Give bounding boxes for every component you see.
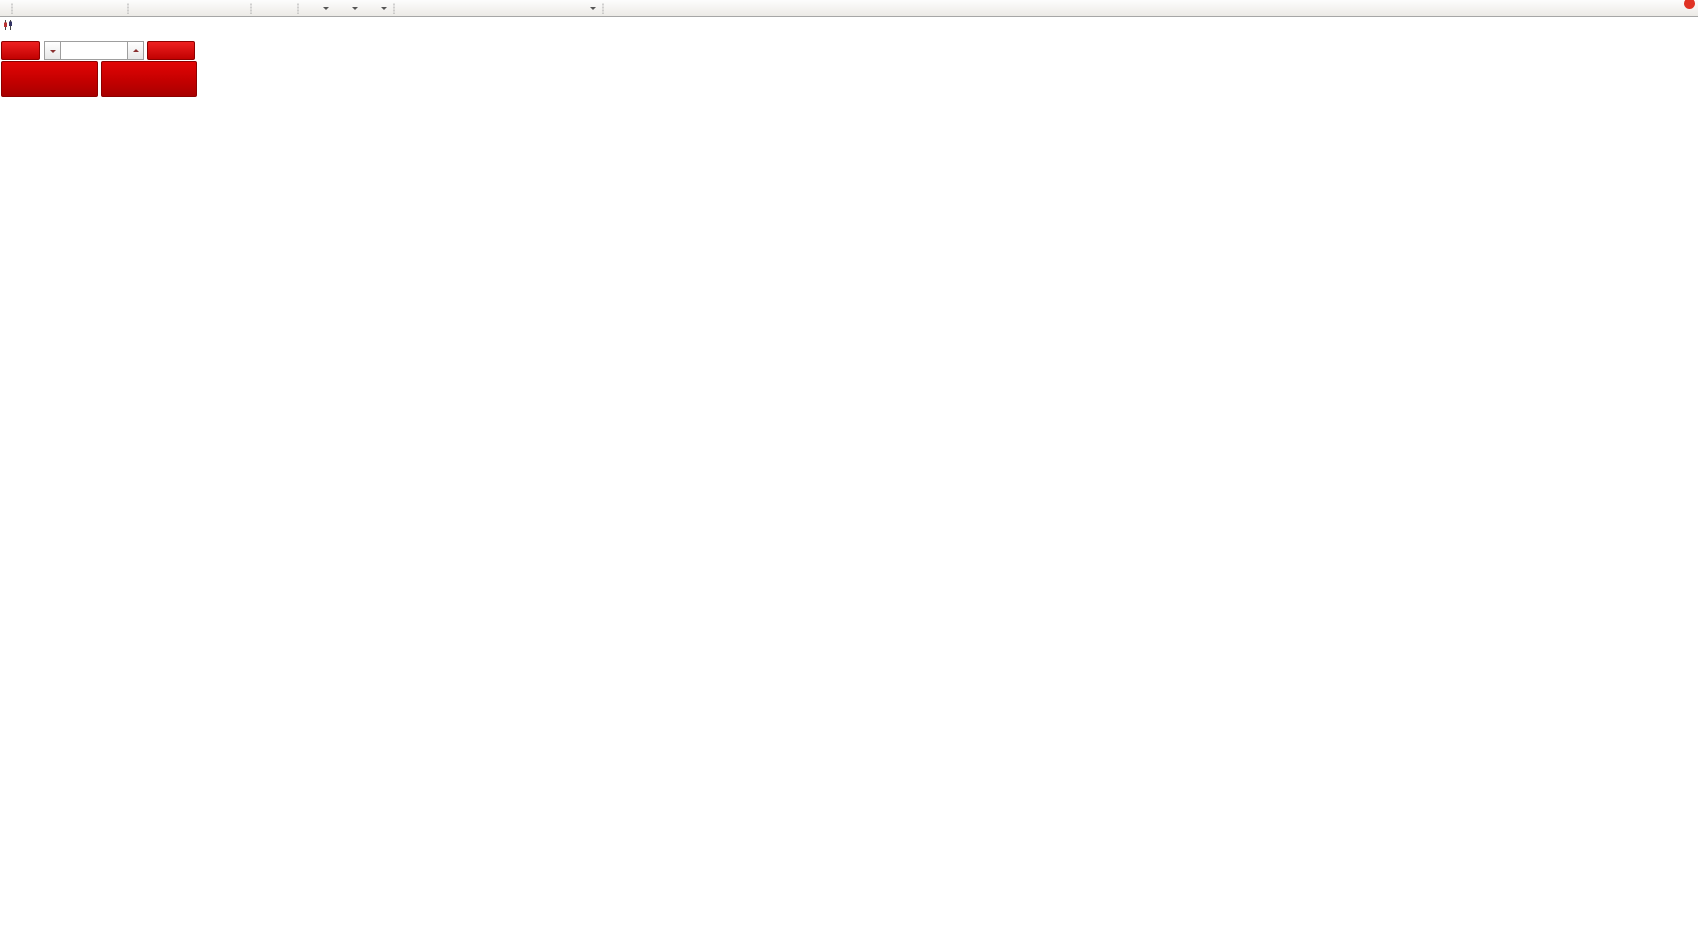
chart-shift-icon[interactable] — [275, 1, 294, 16]
toolbar-grip — [393, 2, 395, 14]
notification-badge — [1684, 0, 1695, 9]
sell-price-display[interactable] — [1, 61, 98, 97]
label-icon[interactable] — [551, 1, 570, 16]
zoom-out-icon[interactable] — [209, 1, 228, 16]
tile-windows-icon[interactable] — [228, 1, 247, 16]
fibonacci-icon[interactable] — [513, 1, 532, 16]
arrows-icon[interactable] — [570, 1, 589, 16]
toolbar-grip — [602, 2, 604, 14]
toolbar-grip — [127, 2, 129, 14]
cursor-icon[interactable] — [399, 1, 418, 16]
add-indicator-icon[interactable] — [303, 1, 322, 16]
zoom-in-icon[interactable] — [190, 1, 209, 16]
clipped-window-icon — [1, 1, 8, 16]
volume-decrease-button[interactable] — [44, 41, 61, 60]
volume-increase-button[interactable] — [127, 41, 144, 60]
one-click-trading-panel — [1, 41, 197, 97]
line-chart-icon[interactable] — [171, 1, 190, 16]
chat-icon[interactable] — [1670, 0, 1695, 16]
signals-icon[interactable] — [80, 1, 99, 16]
volume-input[interactable] — [61, 41, 127, 60]
vertical-line-icon[interactable] — [437, 1, 456, 16]
candlestick-chart-icon[interactable] — [152, 1, 171, 16]
search-icon[interactable] — [1651, 1, 1670, 16]
template-icon[interactable] — [361, 1, 380, 16]
chart-symbol-icon — [4, 20, 12, 30]
new-order-icon[interactable] — [17, 1, 36, 16]
mailbox-icon[interactable] — [61, 1, 80, 16]
toolbar-grip — [297, 2, 299, 14]
main-toolbar — [0, 0, 1698, 17]
buy-button[interactable] — [147, 41, 195, 60]
period-dropdown[interactable] — [352, 7, 358, 13]
auto-scroll-icon[interactable] — [256, 1, 275, 16]
period-icon[interactable] — [332, 1, 351, 16]
buy-price-display[interactable] — [100, 61, 197, 97]
toolbar-grip — [250, 2, 252, 14]
chart-title — [3, 20, 23, 30]
template-dropdown[interactable] — [381, 7, 387, 13]
bar-chart-icon[interactable] — [133, 1, 152, 16]
arrows-dropdown[interactable] — [590, 7, 596, 13]
add-indicator-dropdown[interactable] — [323, 7, 329, 13]
auto-trading-icon[interactable] — [99, 1, 118, 16]
channel-icon[interactable] — [494, 1, 513, 16]
trendline-icon[interactable] — [475, 1, 494, 16]
crosshair-icon[interactable] — [418, 1, 437, 16]
toolbar-grip — [11, 2, 13, 14]
sell-button[interactable] — [1, 41, 40, 60]
package-icon[interactable] — [42, 1, 61, 16]
text-icon[interactable] — [532, 1, 551, 16]
horizontal-line-icon[interactable] — [456, 1, 475, 16]
